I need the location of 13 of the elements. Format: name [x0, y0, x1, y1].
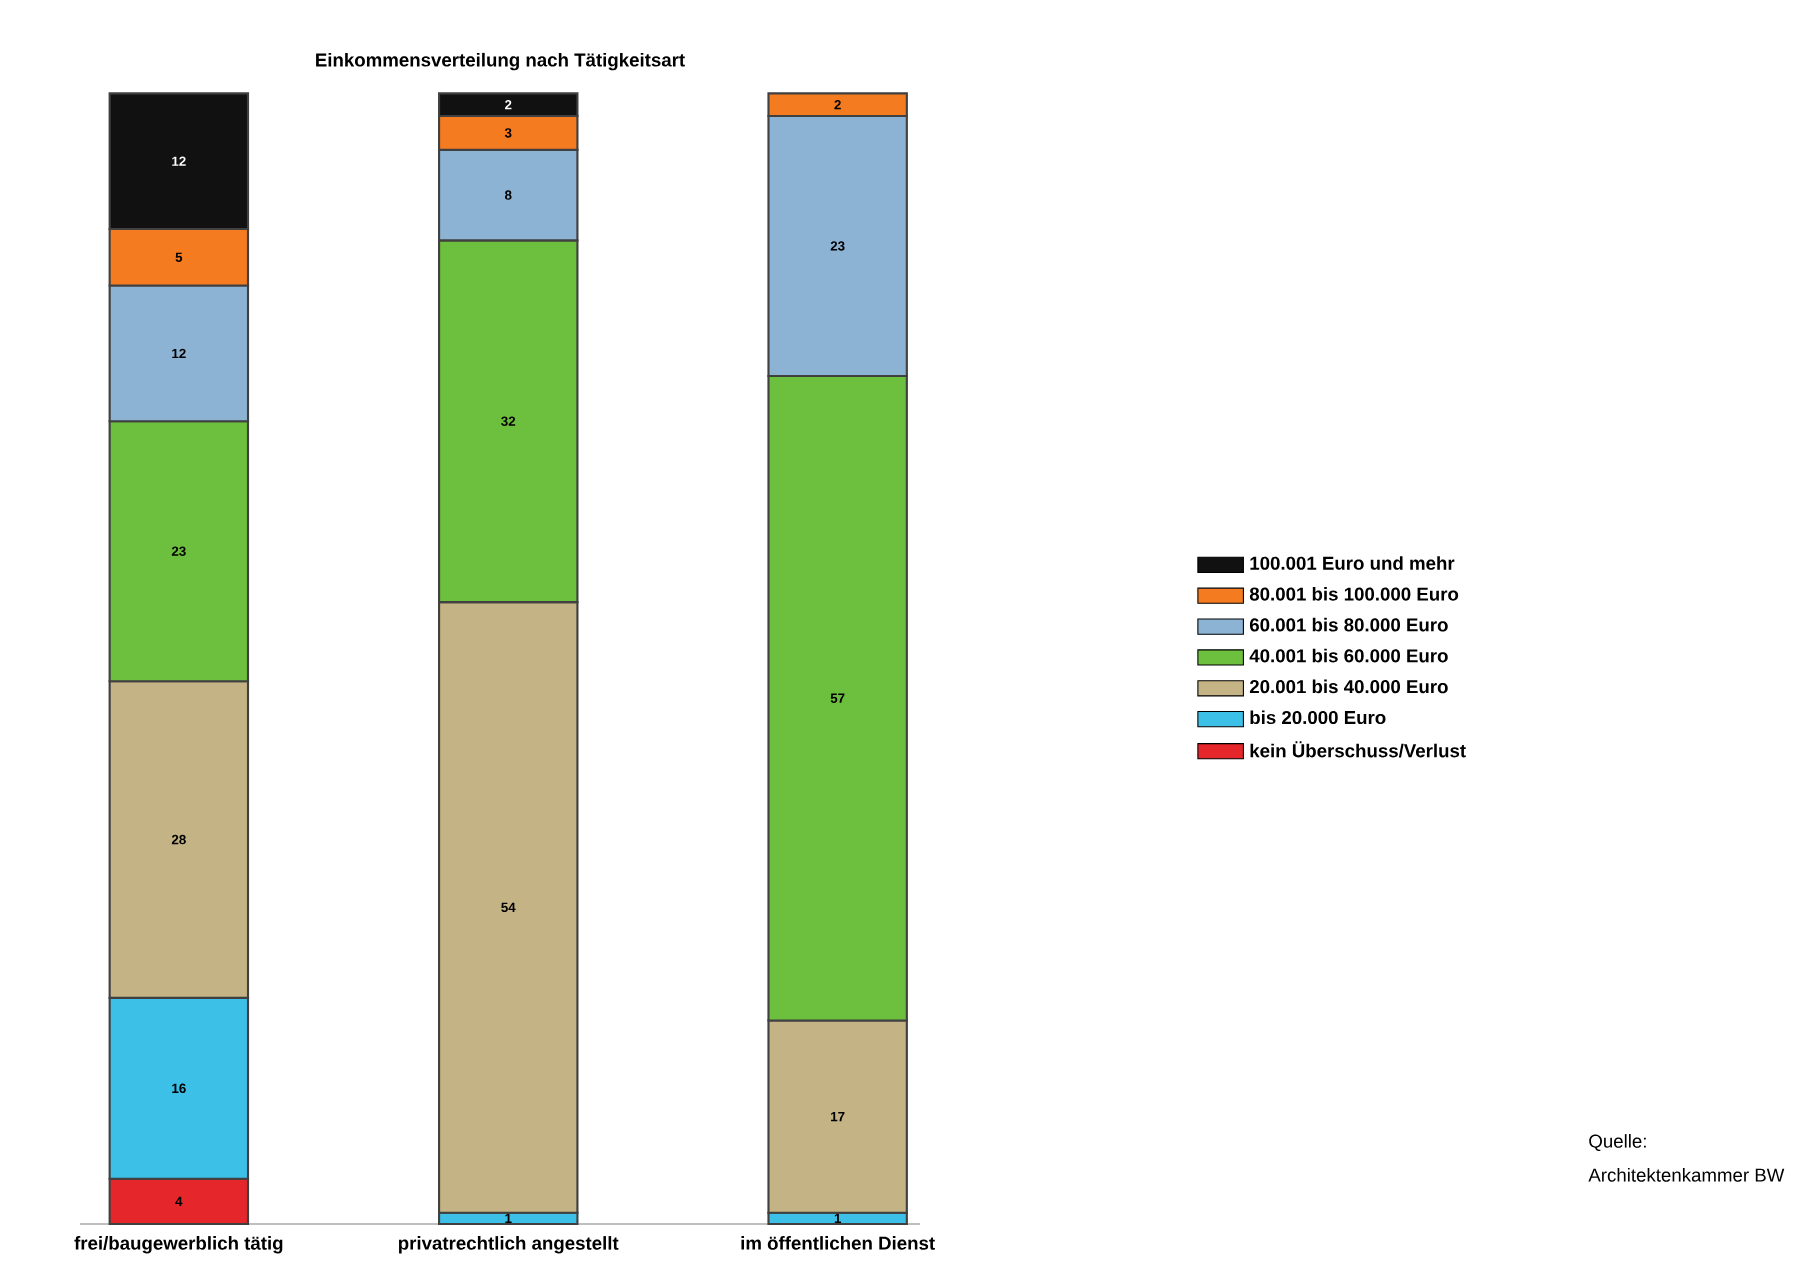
legend-label: 20.001 bis 40.000 Euro — [1249, 679, 1448, 694]
legend-label: kein Überschuss/Verlust — [1250, 741, 1466, 758]
x-tick-label: frei/baugewerblich tätig — [74, 1236, 283, 1254]
x-tick-label: im öffentlichen Dienst — [741, 1236, 935, 1250]
legend-label: 100.001 Euro und mehr — [1250, 556, 1455, 570]
legend-label: 40.001 bis 60.000 Euro — [1249, 648, 1448, 663]
x-tick-label: privatrechtlich angestellt — [398, 1236, 619, 1254]
legend-label: 60.001 bis 80.000 Euro — [1249, 617, 1448, 632]
legend-label: bis 20.000 Euro — [1250, 710, 1386, 725]
text: Architektenkammer BW — [1588, 1168, 1785, 1182]
legend-label: 80.001 bis 100.000 Euro — [1249, 586, 1459, 601]
chart-title: Einkommensverteilung nach Tätigkeitsart — [316, 52, 685, 71]
source-note: Quelle: — [1589, 1134, 1646, 1152]
